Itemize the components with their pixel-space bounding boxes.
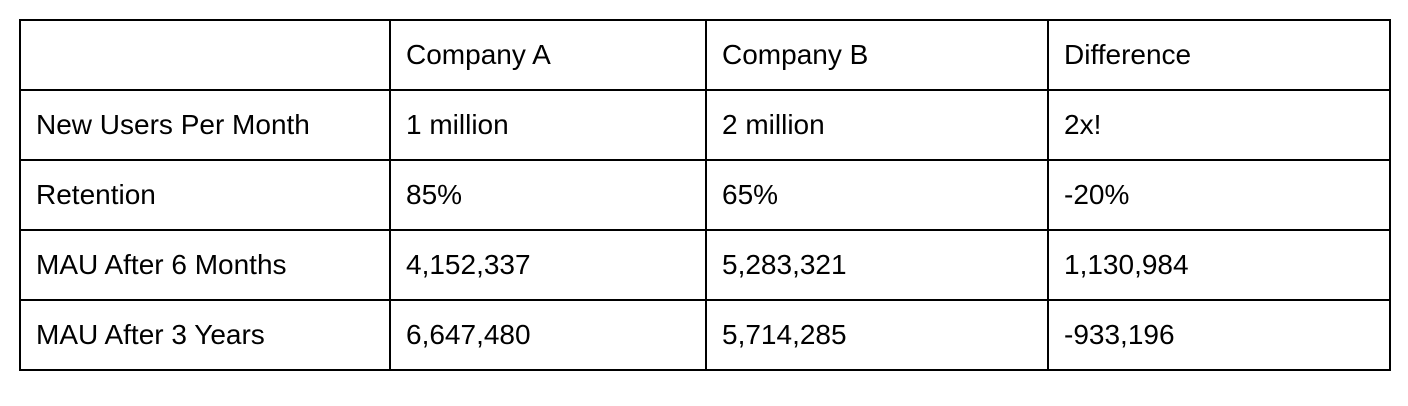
table-body: Company A Company B Difference New Users Pe… (19, 19, 1391, 371)
table-cell: 5,714,285 (705, 299, 1049, 371)
corner-cell (19, 19, 391, 91)
table-row: Retention 85% 65% -20% (19, 159, 1391, 231)
table-cell: -933,196 (1047, 299, 1391, 371)
row-label: Retention (19, 159, 391, 231)
table-cell: 5,283,321 (705, 229, 1049, 301)
table-cell: 2 million (705, 89, 1049, 161)
comparison-table: Company A Company B Difference New Users Pe… (19, 19, 1391, 371)
table-row: New Users Per Month 1 million 2 million 2x! (19, 89, 1391, 161)
column-header: Company B (705, 19, 1049, 91)
column-header: Difference (1047, 19, 1391, 91)
table-cell: 1 million (389, 89, 707, 161)
row-label: New Users Per Month (19, 89, 391, 161)
table-cell: -20% (1047, 159, 1391, 231)
table-row: MAU After 6 Months 4,152,337 5,283,321 1,13… (19, 229, 1391, 301)
table-cell: 1,130,984 (1047, 229, 1391, 301)
table-row: MAU After 3 Years 6,647,480 5,714,285 -933,… (19, 299, 1391, 371)
table-cell: 85% (389, 159, 707, 231)
table-cell: 2x! (1047, 89, 1391, 161)
table-cell: 65% (705, 159, 1049, 231)
table-cell: 6,647,480 (389, 299, 707, 371)
row-label: MAU After 3 Years (19, 299, 391, 371)
table-cell: 4,152,337 (389, 229, 707, 301)
row-label: MAU After 6 Months (19, 229, 391, 301)
column-header: Company A (389, 19, 707, 91)
header-row: Company A Company B Difference (19, 19, 1391, 91)
